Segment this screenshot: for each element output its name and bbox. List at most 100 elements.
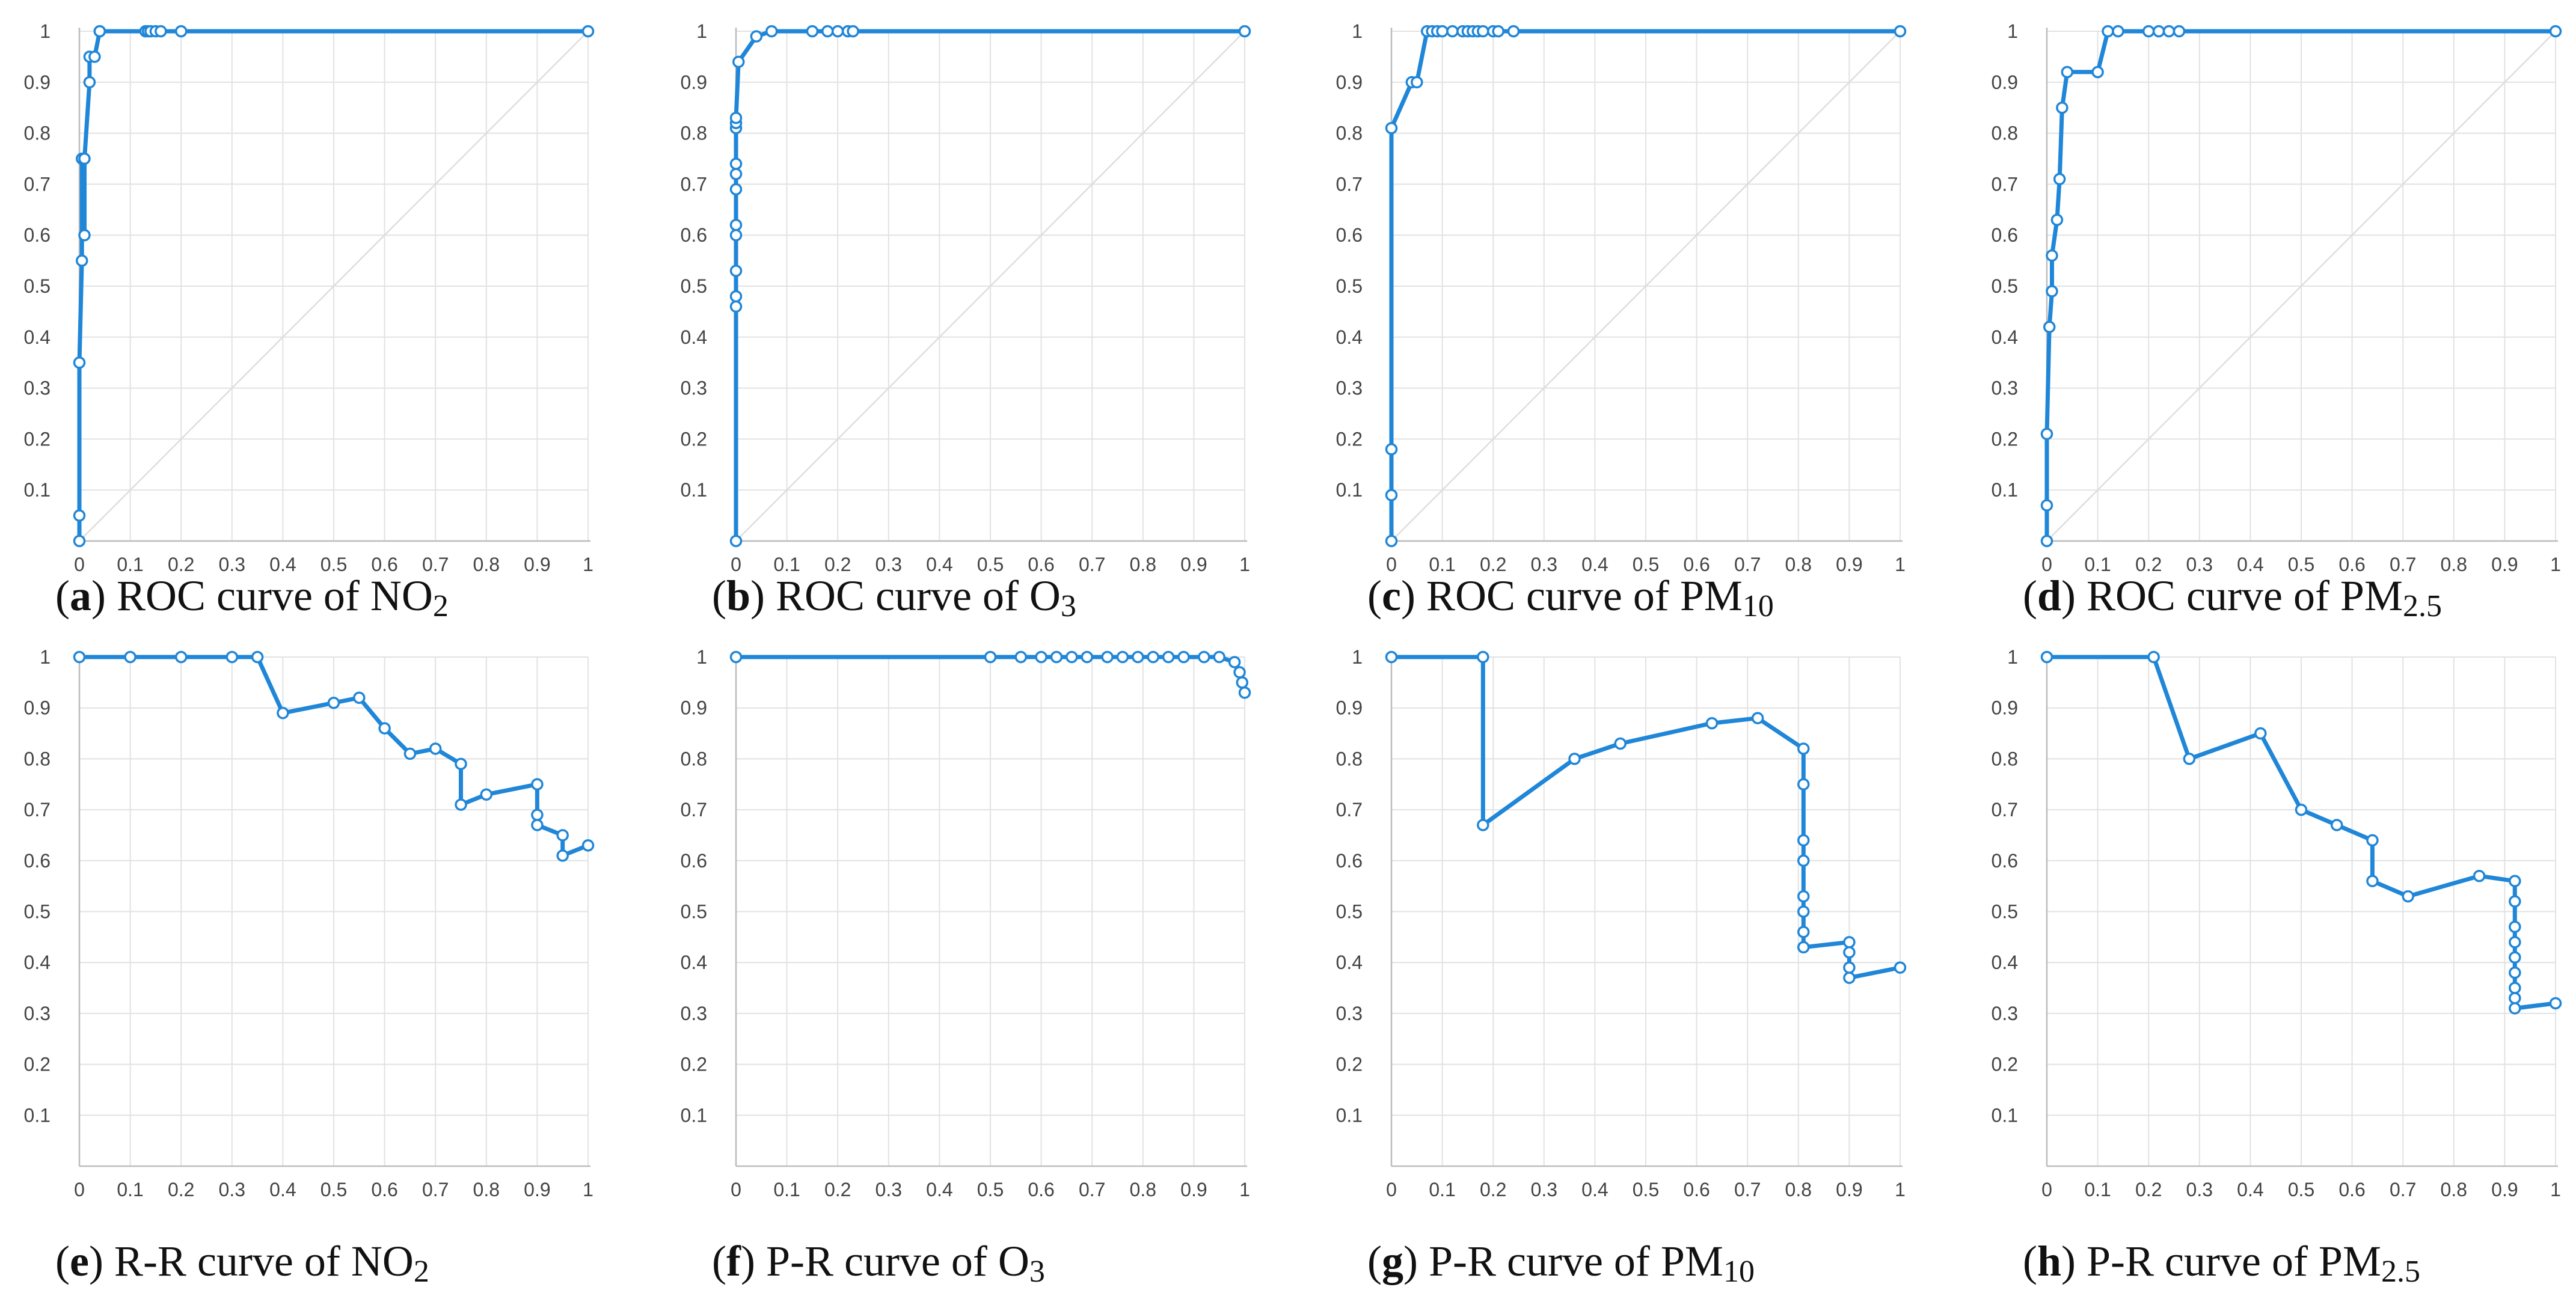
chart-a-point <box>73 534 86 548</box>
chart-c-xtick-label: 0.6 <box>1683 554 1710 575</box>
chart-d-point <box>2152 25 2165 38</box>
chart-h-xtick-label: 0.2 <box>2135 1179 2162 1200</box>
chart-b-ytick-label: 0.9 <box>681 72 707 93</box>
chart-a-ytick-label: 0.7 <box>24 173 51 195</box>
chart-b-xtick-label: 0.7 <box>1079 554 1105 575</box>
chart-f-point <box>1035 650 1047 664</box>
chart-e-point <box>353 691 366 705</box>
chart-c: 0 0.1 0.2 0.3 0.4 0.5 0.6 0.7 0.8 0.9 1 0.1 0.2 0.3 0.… <box>1336 20 1907 623</box>
chart-b-point <box>729 290 743 303</box>
chart-f-point <box>1233 666 1246 679</box>
chart-f-xtick-label: 0 <box>731 1179 741 1200</box>
chart-a: 0 0.1 0.2 0.3 0.4 0.5 0.6 0.7 0.8 0.9 1 0.1 0.2 0.3 0.… <box>24 20 595 623</box>
chart-f-point <box>1238 686 1251 699</box>
chart-c-point <box>1385 534 1398 548</box>
chart-g-point <box>1751 712 1764 724</box>
chart-h-point <box>2473 869 2486 882</box>
chart-g-ytick-label: 0.1 <box>1336 1104 1363 1126</box>
chart-d-xtick-label: 0.9 <box>2491 554 2518 575</box>
chart-f-point <box>1198 650 1210 664</box>
chart-g-xtick-label: 1 <box>1895 1179 1906 1200</box>
chart-g-ytick-label: 0.3 <box>1336 1003 1363 1024</box>
chart-g-point <box>1705 717 1719 730</box>
chart-c-xtick-label: 0.8 <box>1785 554 1812 575</box>
chart-c-point <box>1411 76 1423 89</box>
chart-b-caption: (b) ROC curve of O3 <box>712 572 1076 623</box>
chart-g-ytick-label: 0.2 <box>1336 1054 1363 1075</box>
chart-h-xtick-label: 0 <box>2041 1179 2052 1200</box>
chart-c-xtick-label: 0.4 <box>1581 554 1608 575</box>
chart-f-point <box>1116 650 1129 664</box>
chart-a-ytick-label: 0.5 <box>24 275 51 297</box>
chart-d-xtick-label: 0.7 <box>2390 554 2416 575</box>
chart-e-xtick-label: 0.5 <box>320 1179 347 1200</box>
chart-e-xtick-label: 0.1 <box>117 1179 143 1200</box>
chart-d: 0 0.1 0.2 0.3 0.4 0.5 0.6 0.7 0.8 0.9 1 0.1 0.2 0.3 0.… <box>1992 20 2562 623</box>
chart-c-ytick-label: 0.1 <box>1336 479 1363 501</box>
chart-g-point <box>1797 926 1810 938</box>
chart-e-xtick-label: 1 <box>583 1179 593 1200</box>
chart-c-point <box>1507 25 1520 38</box>
chart-a-ytick-label: 0.3 <box>24 378 51 399</box>
chart-e-ytick-label: 0.7 <box>24 799 51 821</box>
chart-e-point <box>531 778 544 790</box>
chart-a-xtick-label: 0.4 <box>269 554 296 575</box>
chart-b-xtick-label: 0.3 <box>876 554 902 575</box>
chart-f-ytick-label: 0.7 <box>681 799 707 821</box>
chart-b-xtick-label: 0 <box>731 554 741 575</box>
chart-e-ytick-label: 0.6 <box>24 850 51 872</box>
chart-a-diagonal <box>79 31 589 542</box>
chart-a-xtick-label: 0.3 <box>219 554 245 575</box>
chart-e-point <box>581 839 595 852</box>
chart-c-point <box>1477 25 1489 38</box>
chart-d-ytick-label: 0.3 <box>1992 378 2018 399</box>
chart-b-point <box>821 25 834 38</box>
chart-a-xtick-label: 0.5 <box>320 554 347 575</box>
chart-d-xtick-label: 0.6 <box>2338 554 2365 575</box>
chart-b-xtick-label: 0.6 <box>1028 554 1054 575</box>
chart-a-xtick-label: 1 <box>583 554 593 575</box>
chart-b-ytick-label: 1 <box>696 20 707 42</box>
chart-f-point <box>1014 650 1028 664</box>
chart-e-point <box>251 650 264 664</box>
chart-b-point <box>847 25 859 38</box>
chart-c-xtick-label: 0.5 <box>1633 554 1659 575</box>
chart-a-xtick-label: 0.8 <box>473 554 500 575</box>
chart-g-ytick-label: 0.4 <box>1336 952 1363 973</box>
chart-d-ytick-label: 0.4 <box>1992 326 2018 348</box>
chart-e-xtick-label: 0 <box>74 1179 85 1200</box>
chart-h-point <box>2509 966 2521 979</box>
chart-d-caption: (d) ROC curve of PM2.5 <box>2023 572 2442 623</box>
chart-g-point <box>1614 737 1627 750</box>
chart-f-point <box>1236 676 1249 689</box>
chart-e-ytick-label: 0.1 <box>24 1104 51 1126</box>
chart-g-xtick-label: 0 <box>1386 1179 1397 1200</box>
chart-b-ytick-label: 0.2 <box>681 428 707 450</box>
chart-b-point <box>729 228 743 242</box>
chart-a-ytick-label: 0.6 <box>24 224 51 246</box>
chart-c-point <box>1385 443 1398 456</box>
chart-f-point <box>1162 650 1175 664</box>
chart-g-point <box>1843 971 1856 984</box>
chart-g-xtick-label: 0.1 <box>1429 1179 1455 1200</box>
chart-h-ytick-label: 0.8 <box>1992 748 2018 769</box>
chart-f-point <box>1081 650 1093 664</box>
chart-d-point <box>2549 25 2562 38</box>
chart-d-ytick-label: 0.8 <box>1992 123 2018 144</box>
chart-a-point <box>73 509 86 522</box>
chart-d-point <box>2046 249 2058 262</box>
chart-f-ytick-label: 0.6 <box>681 850 707 872</box>
chart-e-point <box>556 829 569 842</box>
chart-c-ytick-label: 0.9 <box>1336 72 1363 93</box>
chart-f-xtick-label: 0.6 <box>1028 1179 1054 1200</box>
chart-a-point <box>83 76 96 89</box>
chart-a-xtick-label: 0 <box>74 554 85 575</box>
chart-c-ytick-label: 0.7 <box>1336 173 1363 195</box>
chart-f-ytick-label: 0.2 <box>681 1054 707 1075</box>
chart-d-xtick-label: 0.5 <box>2288 554 2314 575</box>
chart-c-caption: (c) ROC curve of PM10 <box>1367 572 1774 623</box>
chart-g-xtick-label: 0.3 <box>1531 1179 1557 1200</box>
chart-e-xtick-label: 0.4 <box>269 1179 296 1200</box>
chart-e-xtick-label: 0.6 <box>371 1179 397 1200</box>
chart-e-point <box>225 650 239 664</box>
